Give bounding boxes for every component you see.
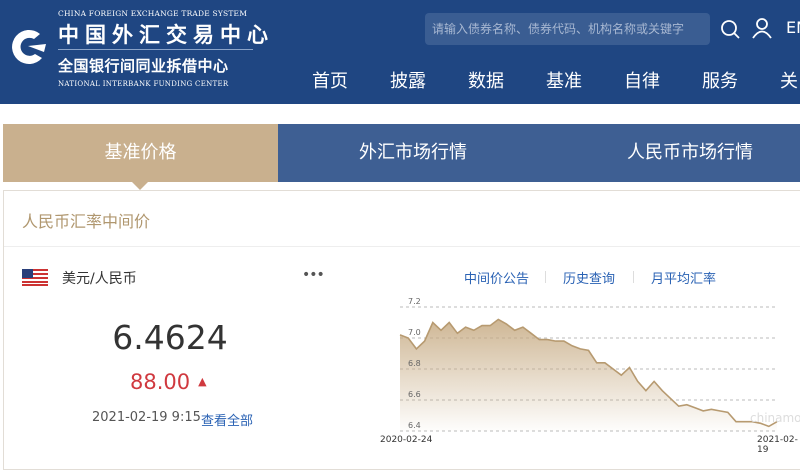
area-fill [400, 319, 777, 431]
y-tick-label: 6.8 [408, 359, 421, 368]
tab-rmb-market[interactable]: 人民币市场行情 [627, 142, 753, 163]
us-flag-icon [22, 269, 48, 286]
tab-benchmark-price[interactable]: 基准价格 [3, 124, 278, 182]
panel-divider [4, 246, 800, 247]
site-header: CHINA FOREIGN EXCHANGE TRADE SYSTEM 中国外汇… [0, 0, 800, 104]
monthly-average-link[interactable]: 月平均汇率 [651, 272, 717, 287]
logo-divider [58, 49, 253, 50]
announcement-link[interactable]: 中间价公告 [464, 272, 530, 287]
rate-line [399, 318, 778, 428]
tab-fx-market [278, 124, 800, 182]
nav-disclosure[interactable]: 披露 [390, 71, 426, 92]
y-tick-label: 6.4 [408, 421, 421, 430]
chart-watermark: chinamoney [750, 411, 800, 425]
nav-benchmark[interactable]: 基准 [546, 71, 582, 92]
logo-chinese-bottom: 全国银行间同业拆借中心 [58, 57, 229, 75]
nav-data[interactable]: 数据 [468, 71, 504, 92]
language-switch[interactable]: EN [786, 18, 800, 37]
rate-timestamp: 2021-02-19 9:15 [92, 410, 201, 425]
nav-home[interactable]: 首页 [312, 71, 348, 92]
nav-services[interactable]: 服务 [702, 71, 738, 92]
change-value: 88.00 [130, 370, 191, 394]
logo-english-top: CHINA FOREIGN EXCHANGE TRADE SYSTEM [58, 9, 248, 18]
logo-chinese-top: 中国外汇交易中心 [58, 22, 274, 47]
currency-pair: 美元/人民币 [62, 271, 137, 287]
x-axis-end-label: 2021-02-19 [757, 435, 798, 455]
active-tab-pointer [132, 182, 148, 190]
rate-trend-chart: 6.4 6.6 6.8 7.0 7.2 chinamoney [399, 297, 800, 432]
central-parity-rate: 6.4624 [112, 318, 228, 357]
y-tick-label: 7.0 [408, 328, 421, 337]
x-axis-start-label: 2020-02-24 [380, 435, 433, 445]
nav-self-regulation[interactable]: 自律 [624, 71, 660, 92]
nav-about[interactable]: 关 [780, 71, 798, 92]
logo-english-bottom: NATIONAL INTERBANK FUNDING CENTER [58, 80, 229, 88]
panel-title: 人民币汇率中间价 [22, 212, 151, 231]
y-tick-label: 6.6 [408, 390, 421, 399]
more-options-button[interactable]: ••• [302, 267, 325, 283]
user-icon[interactable] [751, 17, 773, 39]
view-all-link[interactable]: 查看全部 [201, 414, 254, 429]
y-tick-label: 7.2 [408, 297, 421, 306]
link-separator [545, 271, 546, 283]
tab-fx-market-label[interactable]: 外汇市场行情 [359, 142, 467, 163]
search-icon[interactable] [720, 19, 740, 39]
rate-change: 88.00 ▲ [130, 370, 207, 394]
search-input[interactable]: 请输入债券名称、债券代码、机构名称或关键字 [425, 13, 710, 45]
link-separator [633, 271, 634, 283]
up-arrow-icon: ▲ [198, 375, 207, 388]
history-query-link[interactable]: 历史查询 [563, 272, 616, 287]
cfets-logo-icon [12, 29, 46, 64]
